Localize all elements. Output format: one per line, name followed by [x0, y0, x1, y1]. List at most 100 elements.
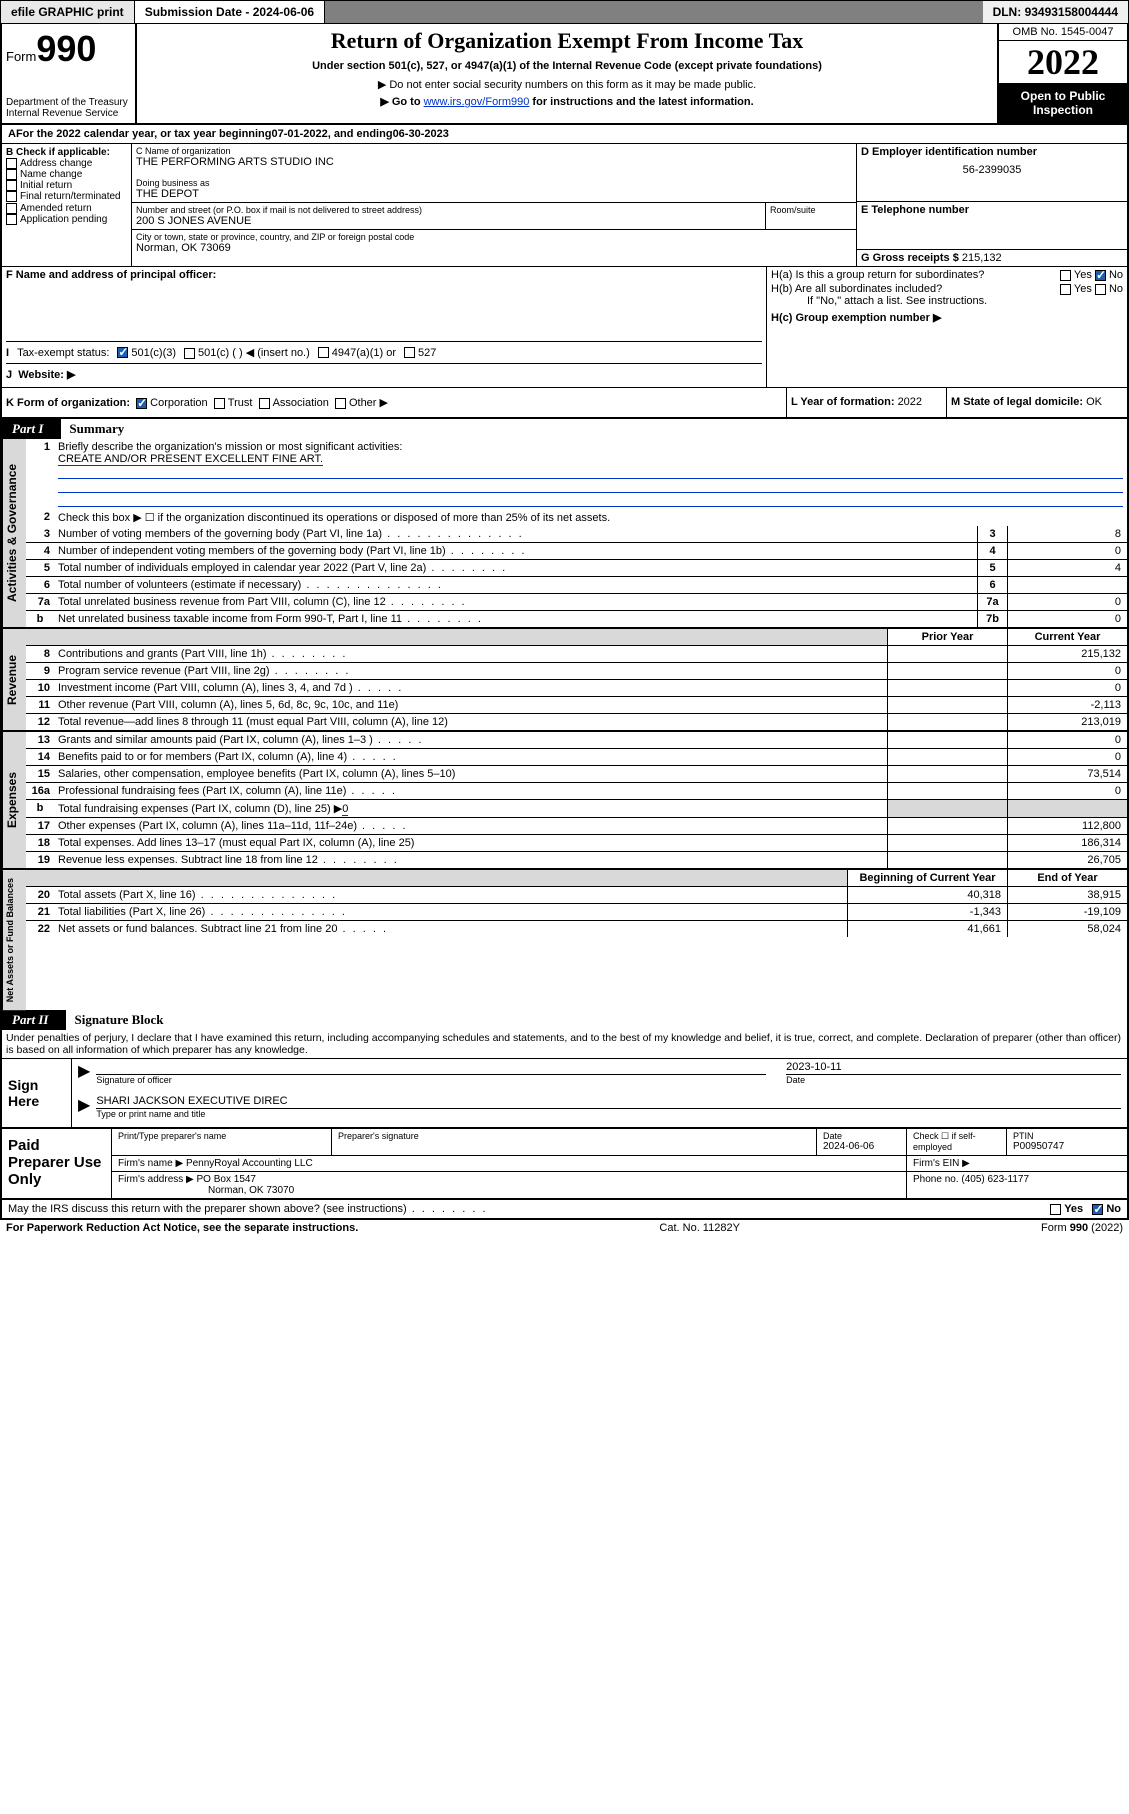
c11: -2,113 [1007, 697, 1127, 713]
p15 [887, 766, 1007, 782]
k-opt-4[interactable]: Other ▶ [335, 397, 388, 409]
b-opt-2[interactable]: Initial return [6, 180, 127, 191]
dln-label: DLN: [993, 5, 1025, 19]
j-label: Website: ▶ [18, 369, 75, 381]
line-13: Grants and similar amounts paid (Part IX… [54, 732, 887, 748]
line-i: I Tax-exempt status: 501(c)(3) 501(c) ( … [6, 341, 762, 364]
paid-ptin: P00950747 [1013, 1141, 1121, 1152]
line-2: Check this box ▶ ☐ if the organization d… [54, 509, 1127, 526]
line-20: Total assets (Part X, line 16) [54, 887, 847, 903]
c-name-label: C Name of organization [136, 146, 852, 156]
i-opt-1[interactable]: 501(c)(3) [117, 347, 176, 359]
d-value: 56-2399035 [861, 158, 1123, 176]
hb-no[interactable] [1095, 284, 1106, 295]
part1-container: Part I Summary Activities & Governance 1… [0, 419, 1129, 1059]
submission-date: Submission Date - 2024-06-06 [135, 1, 325, 23]
part2-label: Part II [2, 1010, 66, 1030]
val-7a: 0 [1007, 594, 1127, 610]
block-klm: K Form of organization: Corporation Trus… [0, 388, 1129, 419]
k-opt-1[interactable]: Corporation [136, 397, 207, 409]
line-14: Benefits paid to or for members (Part IX… [54, 749, 887, 765]
c10: 0 [1007, 680, 1127, 696]
signature-line[interactable] [96, 1061, 766, 1075]
i-opt-3[interactable]: 4947(a)(1) or [318, 347, 396, 359]
a-pre: For the 2022 calendar year, or tax year … [16, 128, 272, 140]
hdr-eoy: End of Year [1007, 870, 1127, 886]
discuss-no-lbl: No [1106, 1203, 1121, 1215]
b-opt-1[interactable]: Name change [6, 169, 127, 180]
p10 [887, 680, 1007, 696]
e-label: E Telephone number [861, 204, 1123, 216]
b-opt-4[interactable]: Amended return [6, 203, 127, 214]
c-room-label: Room/suite [770, 205, 852, 215]
addr2: Norman, OK 73070 [118, 1185, 294, 1196]
val-7b: 0 [1007, 611, 1127, 627]
c-street-block: Number and street (or P.O. box if mail i… [132, 203, 766, 229]
hb-yes[interactable] [1060, 284, 1071, 295]
b-opt-3[interactable]: Final return/terminated [6, 191, 127, 202]
arrow-icon: ▶ [78, 1061, 96, 1085]
c19: 26,705 [1007, 852, 1127, 868]
omb-number: OMB No. 1545-0047 [999, 24, 1127, 41]
p12 [887, 714, 1007, 730]
vtab-netassets: Net Assets or Fund Balances [2, 870, 26, 1010]
h-c: H(c) Group exemption number ▶ [771, 311, 1123, 324]
efile-button[interactable]: efile GRAPHIC print [1, 1, 135, 23]
i-opt-2[interactable]: 501(c) ( ) ◀ (insert no.) [184, 346, 310, 359]
m-label: M State of legal domicile: [951, 396, 1086, 408]
irs-link[interactable]: www.irs.gov/Form990 [424, 96, 530, 108]
header-right: OMB No. 1545-0047 2022 Open to Public In… [997, 24, 1127, 123]
c-name-block: C Name of organization THE PERFORMING AR… [132, 144, 856, 203]
officer-name-label: Type or print name and title [96, 1109, 1121, 1119]
paid-h4[interactable]: Check ☐ if self-employed [913, 1131, 1000, 1152]
val-3: 8 [1007, 526, 1127, 542]
c9: 0 [1007, 663, 1127, 679]
col-b-checkboxes: B Check if applicable: Address change Na… [2, 144, 132, 266]
k-opt-3[interactable]: Association [259, 397, 329, 409]
c18: 186,314 [1007, 835, 1127, 851]
b-opt-0[interactable]: Address change [6, 158, 127, 169]
b-opt-5[interactable]: Application pending [6, 214, 127, 225]
b22: 41,661 [847, 921, 1007, 937]
hb-label: H(b) Are all subordinates included? [771, 283, 942, 295]
vtab-expenses: Expenses [2, 732, 26, 868]
val-5: 4 [1007, 560, 1127, 576]
c-room-block: Room/suite [766, 203, 856, 229]
c-name: THE PERFORMING ARTS STUDIO INC [136, 156, 852, 168]
b-label: B Check if applicable: [6, 147, 127, 158]
discuss-yes[interactable] [1050, 1204, 1061, 1215]
revenue-body: Prior YearCurrent Year 8Contributions an… [26, 629, 1127, 730]
line-11: Other revenue (Part VIII, column (A), li… [54, 697, 887, 713]
paid-preparer-block: Paid Preparer Use Only Print/Type prepar… [0, 1129, 1129, 1200]
i-opt-4[interactable]: 527 [404, 347, 436, 359]
e21: -19,109 [1007, 904, 1127, 920]
line-j: J Website: ▶ [6, 364, 762, 385]
line-a-tax-year: A For the 2022 calendar year, or tax yea… [0, 125, 1129, 144]
line-21: Total liabilities (Part X, line 26) [54, 904, 847, 920]
d-ein-block: D Employer identification number 56-2399… [857, 144, 1127, 202]
line-9: Program service revenue (Part VIII, line… [54, 663, 887, 679]
submission-date-value: 2024-06-06 [253, 5, 314, 19]
k-opt-2[interactable]: Trust [214, 397, 253, 409]
p14 [887, 749, 1007, 765]
top-toolbar: efile GRAPHIC print Submission Date - 20… [0, 0, 1129, 24]
declaration: Under penalties of perjury, I declare th… [2, 1030, 1127, 1059]
dln: DLN: 93493158004444 [983, 1, 1128, 23]
discuss-no[interactable] [1092, 1204, 1103, 1215]
header-center: Return of Organization Exempt From Incom… [137, 24, 997, 123]
p16a [887, 783, 1007, 799]
page-footer: For Paperwork Reduction Act Notice, see … [0, 1220, 1129, 1236]
ha-yes[interactable] [1060, 270, 1071, 281]
addr1: PO Box 1547 [197, 1174, 256, 1185]
ha-no[interactable] [1095, 270, 1106, 281]
section-revenue: Revenue Prior YearCurrent Year 8Contribu… [2, 629, 1127, 732]
officer-name: SHARI JACKSON EXECUTIVE DIREC [96, 1095, 1121, 1109]
firm-ein: Firm's EIN ▶ [907, 1156, 1127, 1171]
form-word: Form [6, 49, 36, 64]
val-4: 0 [1007, 543, 1127, 559]
c14: 0 [1007, 749, 1127, 765]
ha-label: H(a) Is this a group return for subordin… [771, 269, 984, 281]
l-label: L Year of formation: [791, 396, 898, 408]
sign-date: 2023-10-11 [786, 1061, 1121, 1075]
arrow-icon-2: ▶ [78, 1095, 96, 1119]
